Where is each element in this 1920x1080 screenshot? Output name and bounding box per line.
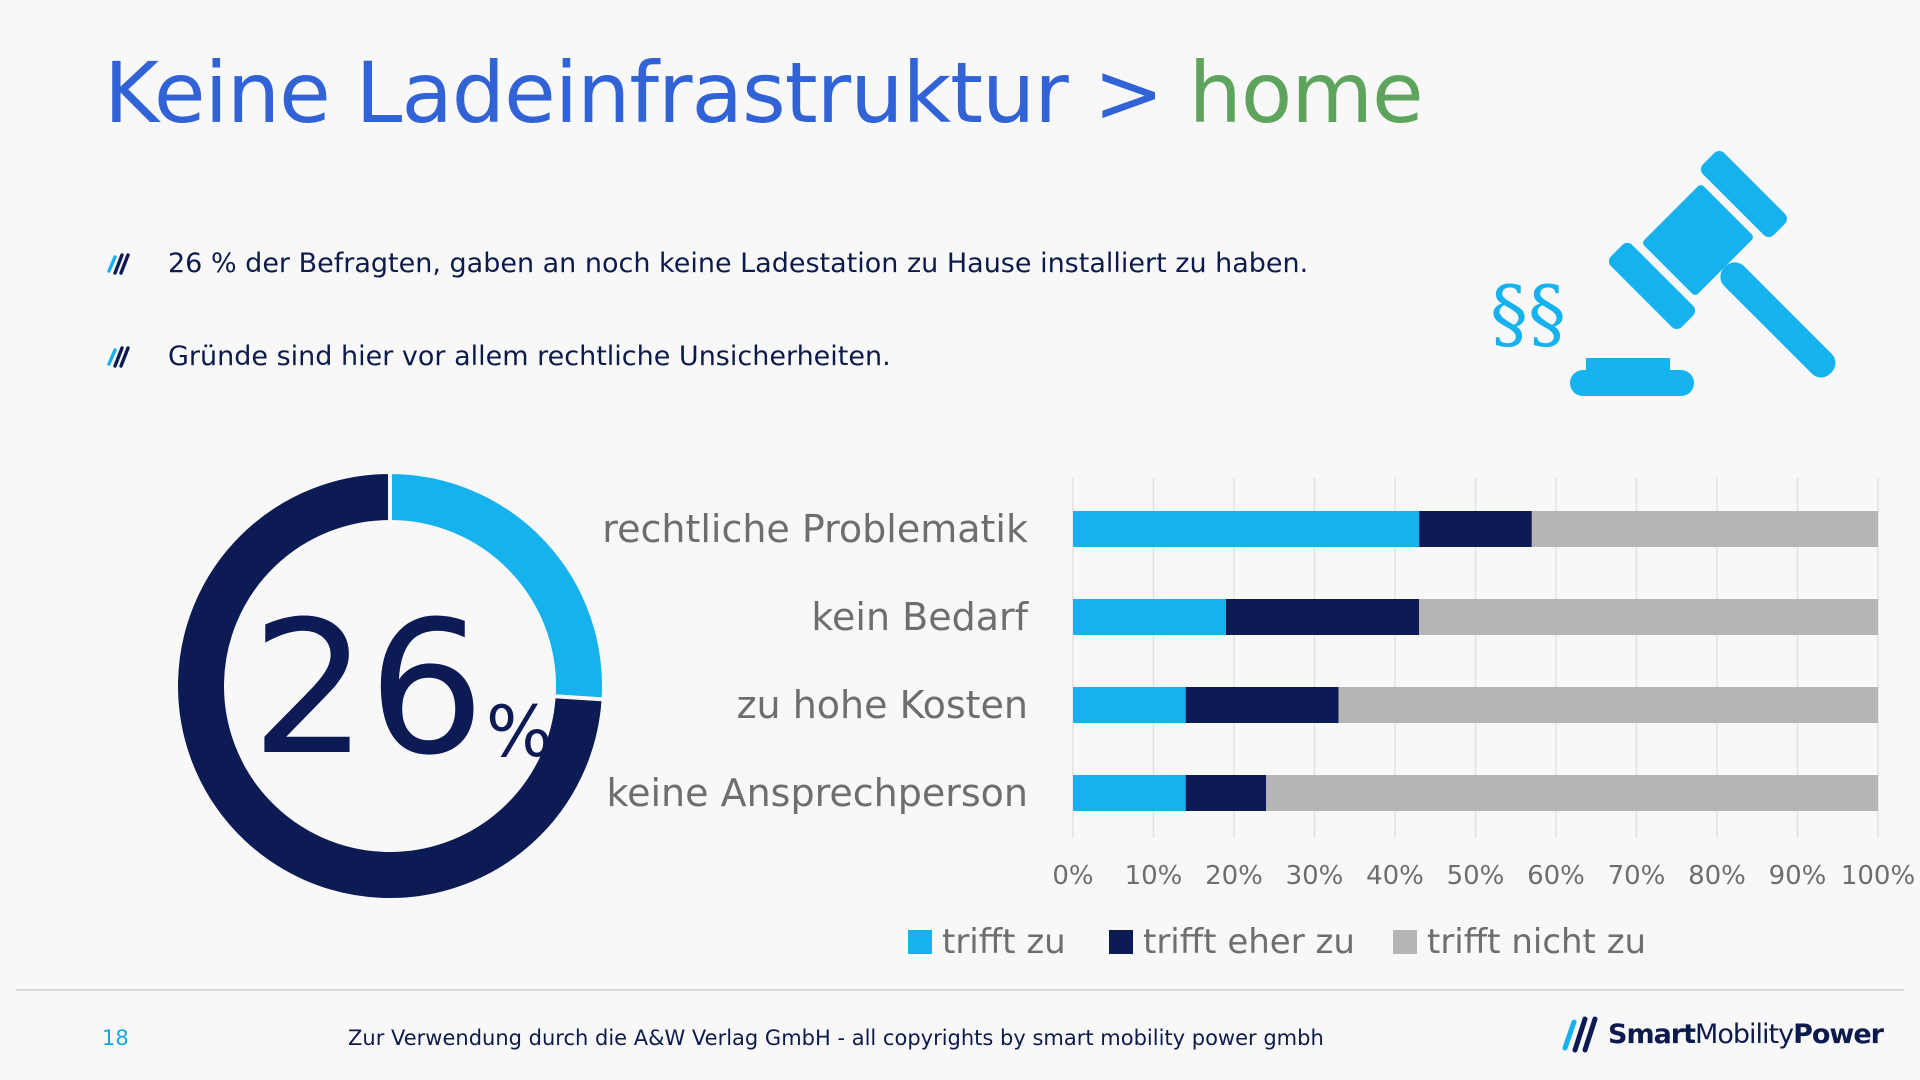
bar-segment	[1185, 775, 1267, 811]
x-tick-label: 50%	[1447, 861, 1505, 891]
brand-logo: Smart Mobility Power	[1560, 1014, 1884, 1054]
legend-label: trifft eher zu	[1143, 922, 1355, 962]
legend-label: trifft zu	[942, 922, 1066, 962]
bullet-stripes-icon	[107, 345, 130, 368]
bar-segment	[1419, 511, 1532, 547]
donut-chart: 26 %	[174, 469, 606, 902]
bar-segment	[1419, 599, 1878, 635]
brand-logo-icon	[1562, 1016, 1598, 1053]
bullet-text: Gründe sind hier vor allem rechtliche Un…	[168, 341, 891, 372]
footer-note: Zur Verwendung durch die A&W Verlag GmbH…	[348, 1026, 1324, 1050]
bar-segment	[1073, 599, 1226, 635]
bar-segment	[1073, 775, 1186, 811]
title-main: Keine Ladeinfrastruktur >	[104, 44, 1189, 142]
brand-part2: Mobility	[1695, 1018, 1794, 1050]
bullet-item: Gründe sind hier vor allem rechtliche Un…	[106, 341, 891, 372]
brand-part3: Power	[1793, 1018, 1884, 1050]
category-label: kein Bedarf	[811, 595, 1029, 639]
bar-segment	[1266, 775, 1878, 811]
bar-segment	[1185, 687, 1339, 723]
legend-swatch	[1393, 930, 1417, 954]
x-tick-label: 70%	[1608, 861, 1666, 891]
gavel-icon: §§	[1490, 150, 1836, 396]
legend-swatch	[1109, 930, 1133, 954]
x-tick-label: 0%	[1052, 861, 1093, 891]
bullet-text: 26 % der Befragten, gaben an noch keine …	[168, 248, 1309, 279]
bar-segment	[1338, 687, 1878, 723]
category-label: zu hohe Kosten	[737, 683, 1028, 727]
x-tick-label: 40%	[1366, 861, 1424, 891]
bar-segment	[1225, 599, 1420, 635]
x-tick-label: 10%	[1125, 861, 1183, 891]
paragraph-icon: §§	[1490, 269, 1566, 358]
footer-divider	[16, 989, 1904, 991]
donut-slice-1	[174, 469, 606, 902]
bar-segment	[1073, 511, 1420, 547]
title-accent: home	[1188, 44, 1424, 142]
x-tick-label: 100%	[1841, 861, 1915, 891]
category-label: rechtliche Problematik	[602, 507, 1028, 551]
x-tick-label: 30%	[1286, 861, 1344, 891]
bar-segment	[1531, 511, 1878, 547]
x-tick-label: 80%	[1688, 861, 1746, 891]
category-label: keine Ansprechperson	[606, 771, 1028, 815]
x-tick-label: 90%	[1769, 861, 1827, 891]
legend-label: trifft nicht zu	[1427, 922, 1646, 962]
x-tick-label: 60%	[1527, 861, 1585, 891]
bullet-stripes-icon	[107, 252, 130, 275]
page-title: Keine Ladeinfrastruktur > home	[104, 44, 1424, 142]
bullet-item: 26 % der Befragten, gaben an noch keine …	[106, 248, 1308, 279]
x-tick-label: 20%	[1205, 861, 1263, 891]
brand-part1: Smart	[1608, 1018, 1696, 1050]
donut-center-unit: %	[486, 691, 553, 773]
legend-swatch	[908, 930, 932, 954]
donut-center-value: 26	[251, 582, 485, 796]
bar-segment	[1073, 687, 1186, 723]
page-number: 18	[102, 1026, 129, 1050]
